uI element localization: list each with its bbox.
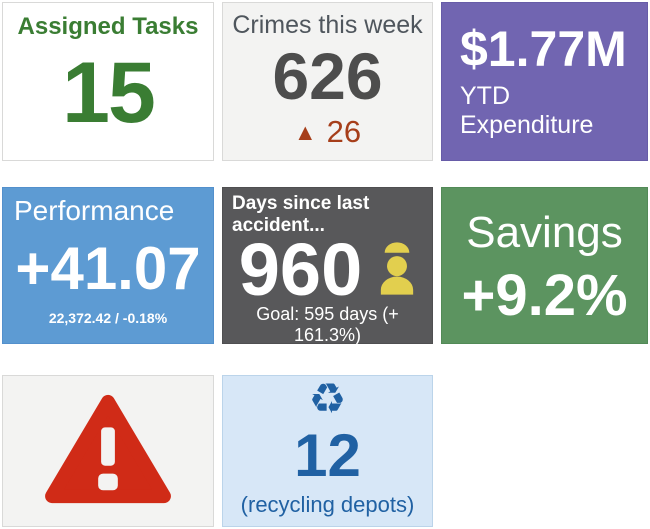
worker-icon: [378, 241, 416, 300]
recycling-label: (recycling depots): [240, 492, 415, 517]
savings-title: Savings: [466, 208, 623, 258]
assigned-tasks-value: 15: [62, 44, 156, 141]
warning-triangle-icon: [42, 391, 174, 512]
crimes-title: Crimes this week: [232, 11, 423, 39]
tile-warning: [2, 375, 214, 527]
accident-title: Days since last accident...: [232, 193, 370, 236]
performance-title: Performance: [14, 195, 175, 226]
recycling-value: 12: [294, 422, 361, 489]
accident-goal: Goal: 595 days (+ 161.3%): [256, 303, 399, 345]
expenditure-value: $1.77M: [460, 20, 627, 77]
tile-crimes: Crimes this week 626 ▲ 26: [222, 2, 433, 161]
tile-assigned-tasks: Assigned Tasks 15: [2, 2, 214, 161]
crimes-delta: ▲ 26: [294, 114, 361, 150]
crimes-value: 626: [272, 39, 383, 114]
recycling-value-area: 12: [294, 420, 361, 492]
tile-expenditure: $1.77M YTD Expenditure: [441, 2, 648, 161]
tile-recycling: ♻ 12 (recycling depots): [222, 375, 433, 527]
assigned-tasks-title: Assigned Tasks: [17, 13, 199, 40]
up-triangle-icon: ▲: [293, 118, 317, 145]
assigned-tasks-value-area: 15: [62, 41, 156, 160]
performance-value-area: +41.07: [3, 227, 213, 310]
savings-value: +9.2%: [461, 263, 628, 329]
performance-detail: 22,372.42 / -0.18%: [48, 310, 168, 326]
crimes-delta-value: 26: [326, 114, 362, 149]
accident-value: 960: [238, 228, 363, 311]
recycle-icon: ♻: [308, 374, 347, 423]
tile-accident: Days since last accident... 960 Goal: 59…: [222, 187, 433, 345]
tile-performance: Performance +41.07 22,372.42 / -0.18%: [2, 187, 214, 344]
performance-value: +41.07: [15, 234, 201, 302]
expenditure-label: YTD Expenditure: [460, 81, 594, 139]
tile-savings: Savings +9.2%: [441, 187, 648, 344]
accident-value-area: 960: [223, 228, 432, 311]
crimes-value-area: 626: [272, 40, 382, 114]
